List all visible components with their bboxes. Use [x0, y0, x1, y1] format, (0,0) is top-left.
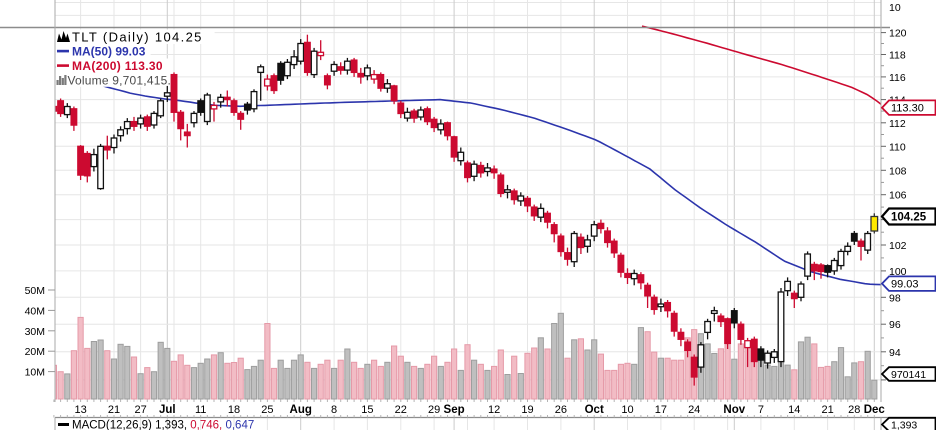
- svg-text:28: 28: [848, 404, 860, 416]
- svg-text:102: 102: [889, 240, 907, 252]
- svg-text:30M: 30M: [25, 326, 45, 338]
- svg-text:10: 10: [621, 404, 633, 416]
- svg-text:1,393: 1,393: [891, 420, 917, 431]
- svg-text:Aug: Aug: [290, 404, 312, 416]
- svg-text:24: 24: [688, 404, 700, 416]
- svg-text:120: 120: [889, 28, 907, 40]
- svg-text:110: 110: [889, 141, 906, 153]
- svg-text:26: 26: [555, 404, 567, 416]
- svg-text:29: 29: [428, 404, 440, 416]
- svg-text:Oct: Oct: [585, 404, 604, 416]
- svg-text:112: 112: [889, 118, 906, 130]
- svg-text:MA(200) 113.30: MA(200) 113.30: [72, 59, 163, 73]
- svg-text:94: 94: [889, 347, 901, 359]
- svg-text:96: 96: [889, 319, 901, 331]
- svg-text:99.03: 99.03: [891, 279, 919, 291]
- svg-text:50M: 50M: [25, 285, 45, 297]
- svg-text:10: 10: [889, 2, 901, 14]
- svg-text:10M: 10M: [25, 367, 45, 379]
- svg-text:19: 19: [521, 404, 533, 416]
- svg-text:Dec: Dec: [864, 404, 886, 416]
- svg-text:17: 17: [655, 404, 667, 416]
- svg-text:MACD(12,26,9) 1,393, 0,746, 0,: MACD(12,26,9) 1,393, 0,746, 0,647: [72, 420, 254, 431]
- svg-text:108: 108: [889, 165, 907, 177]
- svg-text:18: 18: [228, 404, 240, 416]
- svg-text:14: 14: [788, 404, 800, 416]
- svg-text:970141: 970141: [891, 369, 926, 381]
- svg-text:113.30: 113.30: [891, 103, 924, 115]
- svg-text:20M: 20M: [25, 346, 45, 358]
- svg-text:TLT (Daily) 104.25: TLT (Daily) 104.25: [72, 30, 203, 45]
- svg-text:Jul: Jul: [159, 404, 176, 416]
- svg-text:100: 100: [889, 266, 907, 278]
- svg-text:98: 98: [889, 292, 901, 304]
- svg-text:27: 27: [134, 404, 146, 416]
- svg-text:25: 25: [261, 404, 273, 416]
- svg-text:118: 118: [889, 50, 906, 62]
- svg-text:Sep: Sep: [444, 404, 465, 416]
- svg-text:13: 13: [74, 404, 86, 416]
- svg-text:21: 21: [108, 404, 120, 416]
- svg-text:106: 106: [889, 190, 907, 202]
- svg-text:Volume 9,701,415.: Volume 9,701,415.: [68, 74, 171, 88]
- svg-text:15: 15: [361, 404, 373, 416]
- svg-text:12: 12: [488, 404, 500, 416]
- svg-text:8: 8: [331, 404, 337, 416]
- svg-text:22: 22: [395, 404, 407, 416]
- svg-text:Nov: Nov: [723, 404, 745, 416]
- svg-text:11: 11: [195, 404, 206, 416]
- svg-text:116: 116: [889, 72, 906, 84]
- svg-text:MA(50) 99.03: MA(50) 99.03: [72, 45, 146, 59]
- svg-text:21: 21: [821, 404, 833, 416]
- svg-text:7: 7: [758, 404, 764, 416]
- svg-text:104.25: 104.25: [891, 212, 927, 224]
- svg-text:40M: 40M: [25, 305, 45, 317]
